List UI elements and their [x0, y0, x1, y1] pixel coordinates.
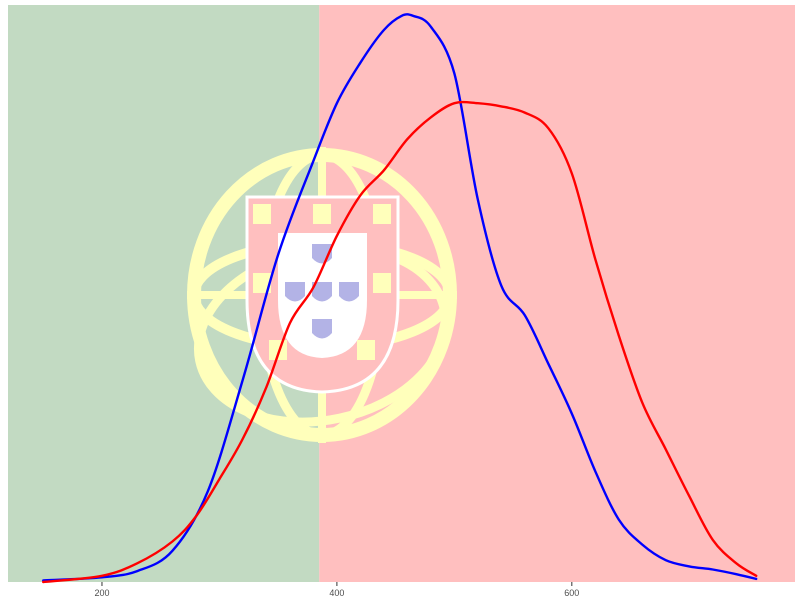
x-axis: 200 400 600 — [94, 582, 579, 598]
castle — [357, 340, 375, 360]
castle — [313, 204, 331, 224]
castle — [253, 204, 271, 224]
castle — [253, 273, 271, 293]
quina-shield — [312, 282, 332, 302]
castle — [373, 204, 391, 224]
castle — [373, 273, 391, 293]
x-tick-label: 400 — [329, 588, 344, 598]
density-line-blue — [42, 13, 758, 582]
series-layer — [42, 13, 758, 584]
x-tick-label: 600 — [564, 588, 579, 598]
coat-of-arms-emblem — [187, 147, 457, 443]
quina-shield — [285, 282, 305, 302]
density-line-red — [42, 100, 758, 584]
x-tick-label: 200 — [94, 588, 109, 598]
quina-shield — [312, 319, 332, 339]
quina-shield — [339, 282, 359, 302]
